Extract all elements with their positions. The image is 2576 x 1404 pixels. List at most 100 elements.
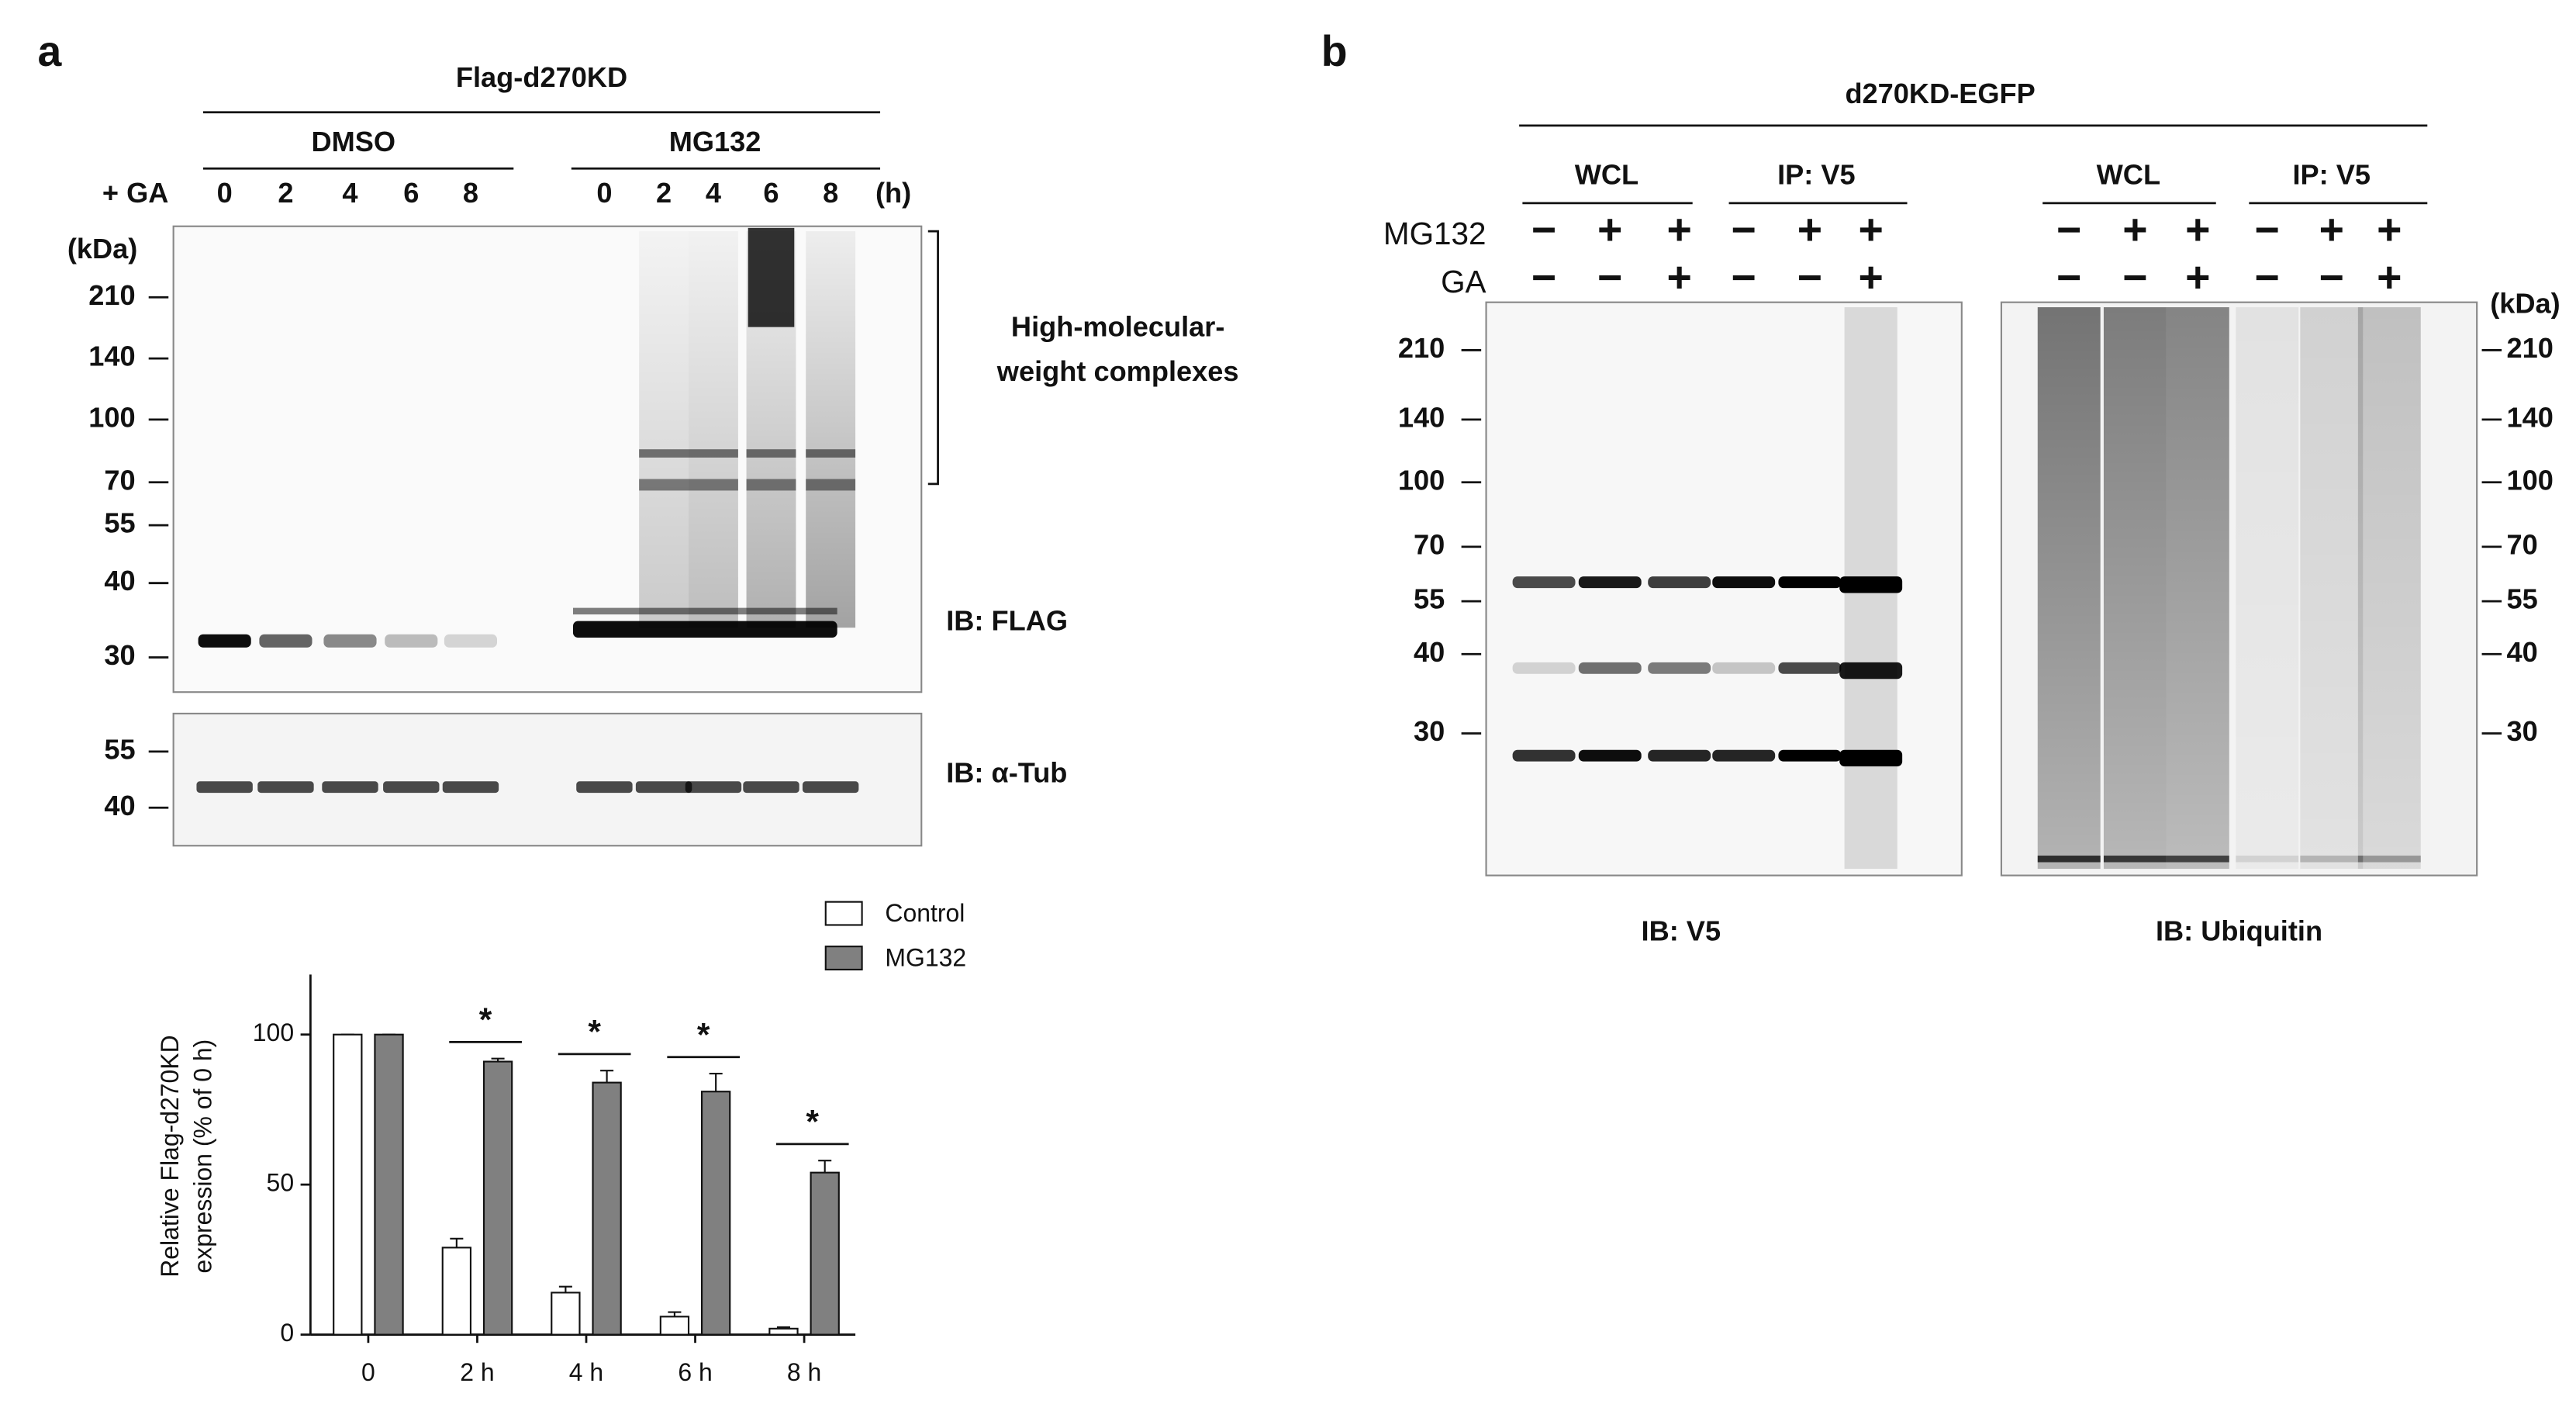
sign: −: [2255, 206, 2280, 254]
y-axis-title: expression (% of 0 h): [189, 1039, 217, 1274]
error-bar: [818, 1160, 832, 1173]
marker-label: 70: [2507, 528, 2538, 560]
x-tick-label: 8 h: [787, 1358, 821, 1386]
sign: −: [1732, 206, 1756, 254]
marker-label: 140: [88, 341, 135, 372]
band: [2166, 856, 2229, 863]
sign: −: [2255, 254, 2280, 302]
blot-label: IB: α-Tub: [946, 756, 1067, 788]
panel-label: a: [38, 27, 63, 75]
sign: −: [1732, 254, 1756, 302]
bar: [333, 1033, 363, 1336]
bar: [700, 1091, 731, 1336]
sign: −: [2056, 206, 2081, 254]
bracket: [927, 230, 939, 486]
significance-mark: *: [588, 1014, 601, 1051]
smear: [2037, 307, 2101, 870]
band: [442, 781, 499, 794]
band: [1839, 576, 1903, 593]
kda-label: (kDa): [2490, 288, 2560, 320]
band: [1839, 749, 1903, 767]
band: [385, 634, 438, 648]
band: [257, 781, 314, 794]
smear: [1844, 307, 1897, 870]
sign: +: [1666, 254, 1691, 302]
blot-label: IB: V5: [1642, 915, 1721, 947]
bracket-label: High-molecular-: [1011, 310, 1224, 342]
lane-label: 8: [823, 177, 838, 209]
smear: [2103, 307, 2167, 870]
legend-label: Control: [885, 899, 965, 927]
panel-label: b: [1321, 27, 1348, 75]
x-tick-label: 2 h: [460, 1358, 494, 1386]
legend-swatch: [824, 901, 863, 926]
blot: [172, 712, 923, 847]
y-tick-label: 0: [280, 1319, 294, 1347]
sign: +: [2377, 254, 2402, 302]
band: [2103, 856, 2167, 863]
lane-label: 8: [463, 177, 478, 209]
marker-label: 30: [1414, 715, 1445, 747]
band: [1648, 576, 1711, 589]
band: [689, 479, 738, 491]
legend-swatch: [824, 946, 863, 971]
group-label: DMSO: [311, 126, 395, 157]
group-label: IP: V5: [1777, 158, 1856, 190]
kda-label: (kDa): [67, 233, 138, 265]
row-label: MG132: [1383, 216, 1487, 251]
lane-label: 4: [706, 177, 721, 209]
band: [444, 634, 498, 648]
marker-label: 40: [2507, 636, 2538, 668]
sign: +: [2185, 254, 2210, 302]
lane-label: 0: [596, 177, 612, 209]
band: [743, 781, 799, 794]
sign: +: [1666, 206, 1691, 254]
band: [322, 781, 378, 794]
marker-label: 70: [104, 464, 135, 496]
band: [2300, 856, 2364, 863]
band: [1648, 662, 1711, 674]
marker-label: 100: [2507, 464, 2554, 496]
blot-label: IB: FLAG: [946, 604, 1068, 636]
construct-label: Flag-d270KD: [456, 61, 627, 93]
band: [1712, 662, 1776, 674]
band: [2357, 856, 2421, 863]
smear: [2166, 307, 2229, 870]
band: [2236, 856, 2299, 863]
smear: [806, 231, 856, 628]
sign: +: [1859, 206, 1884, 254]
sign: −: [2319, 254, 2344, 302]
y-tick-label: 50: [267, 1169, 295, 1197]
marker-label: 55: [104, 507, 135, 539]
band: [1512, 749, 1576, 762]
sign: +: [1797, 206, 1822, 254]
band: [639, 479, 689, 491]
bar: [441, 1247, 472, 1336]
band: [806, 479, 856, 491]
band: [1778, 749, 1842, 762]
marker-label: 210: [1398, 332, 1445, 364]
blot-label: IB: Ubiquitin: [2156, 915, 2322, 947]
sign: +: [2122, 206, 2147, 254]
band: [1512, 662, 1576, 674]
error-bar: [600, 1070, 614, 1083]
smear: [2357, 307, 2421, 870]
sign: −: [2056, 254, 2081, 302]
band: [1778, 662, 1842, 674]
band: [689, 449, 738, 458]
smear: [2300, 307, 2364, 870]
sign: −: [2122, 254, 2147, 302]
lane-label: 6: [403, 177, 419, 209]
marker-label: 100: [1398, 464, 1445, 496]
marker-label: 40: [1414, 636, 1445, 668]
smear: [689, 231, 738, 628]
marker-label: 210: [2507, 332, 2554, 364]
band: [572, 621, 837, 638]
sign: −: [1597, 254, 1622, 302]
band: [1578, 662, 1642, 674]
bar: [810, 1171, 840, 1336]
smear: [639, 231, 689, 628]
band: [1839, 662, 1903, 680]
legend-label: MG132: [885, 944, 966, 972]
band: [635, 781, 692, 794]
